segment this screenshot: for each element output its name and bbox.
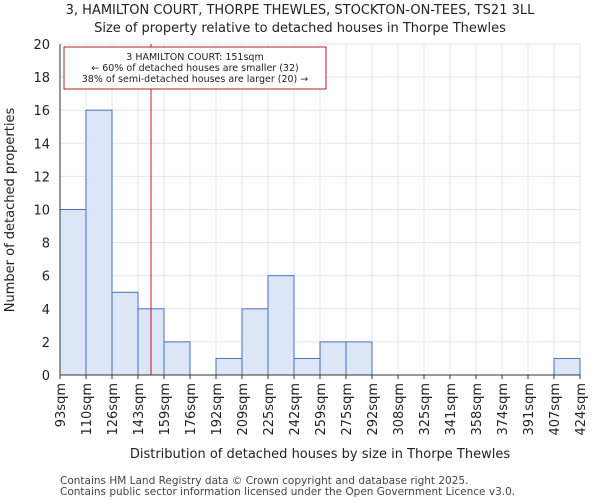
x-tick-label: 325sqm (418, 383, 433, 436)
x-tick-label: 341sqm (444, 383, 459, 436)
x-tick-label: 176sqm (184, 383, 199, 436)
x-tick-label: 308sqm (392, 383, 407, 436)
bar (241, 308, 269, 376)
bar (293, 357, 321, 376)
y-tick-label: 12 (33, 170, 50, 185)
y-tick-label: 0 (42, 369, 50, 384)
bar (319, 341, 347, 376)
x-tick-label: 358sqm (470, 383, 485, 436)
y-tick-label: 6 (42, 270, 50, 285)
x-tick-label: 259sqm (314, 383, 329, 436)
x-tick-label: 275sqm (340, 383, 355, 436)
x-tick-label: 391sqm (522, 383, 537, 436)
x-tick-label: 192sqm (210, 383, 225, 436)
y-tick-label: 4 (42, 303, 50, 318)
x-tick-label: 374sqm (496, 383, 511, 436)
bar (85, 109, 113, 376)
annotation-line-1: 3 HAMILTON COURT: 151sqm (126, 52, 263, 63)
y-tick-label: 18 (33, 71, 50, 86)
annotation-box: 3 HAMILTON COURT: 151sqm ← 60% of detach… (63, 46, 327, 90)
footer-line-1: Contains HM Land Registry data © Crown c… (60, 475, 468, 487)
x-tick-label: 143sqm (132, 383, 147, 436)
x-tick-label: 292sqm (366, 383, 381, 436)
x-tick-label: 110sqm (80, 383, 95, 436)
y-tick-label: 2 (42, 336, 50, 351)
x-tick-label: 407sqm (548, 383, 563, 436)
bar (59, 209, 87, 376)
y-tick-label: 14 (33, 137, 50, 152)
bar (163, 341, 191, 376)
x-tick-label: 159sqm (158, 383, 173, 436)
bar (111, 291, 139, 376)
x-tick-label: 225sqm (262, 383, 277, 436)
bar (553, 357, 581, 376)
y-tick-label: 20 (33, 38, 50, 53)
y-tick-label: 16 (33, 104, 50, 119)
axes-layer: 0 2 4 6 8 10 12 14 16 18 20 93sqm 110sqm 126sqm 143sqm… (33, 38, 589, 436)
y-tick-label: 8 (42, 237, 50, 252)
bar (215, 357, 243, 376)
chart-title: 3, HAMILTON COURT, THORPE THEWLES, STOCK… (66, 3, 535, 18)
y-axis-label: Number of detached properties (3, 108, 18, 313)
x-tick-label: 209sqm (236, 383, 251, 436)
annotation-frame (63, 46, 327, 90)
x-tick-label: 424sqm (574, 383, 589, 436)
annotation-line-2: ← 60% of detached houses are smaller (32… (91, 63, 298, 74)
bar (267, 275, 295, 376)
x-tick-label: 242sqm (288, 383, 303, 436)
bar (345, 341, 373, 376)
x-tick-label: 93sqm (54, 383, 69, 427)
footer-line-2: Contains public sector information licen… (60, 486, 515, 498)
annotation-line-3: 38% of semi-detached houses are larger (… (82, 74, 309, 85)
x-tick-label: 126sqm (106, 383, 121, 436)
x-axis-label: Distribution of detached houses by size … (130, 447, 511, 462)
chart-subtitle: Size of property relative to detached ho… (94, 21, 506, 36)
y-tick-label: 10 (33, 204, 50, 219)
